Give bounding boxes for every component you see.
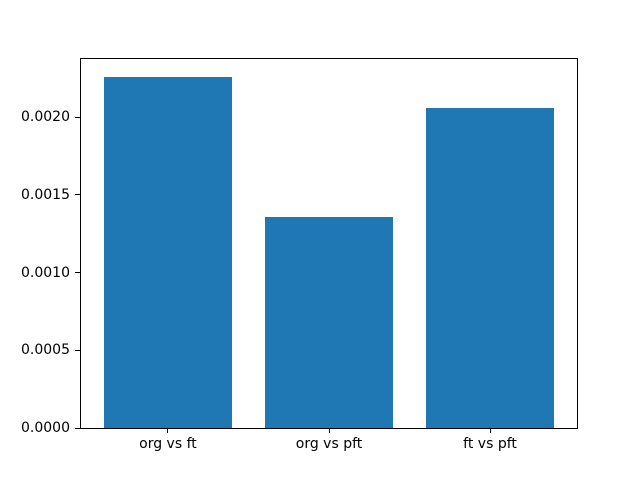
- x-tick-label: org vs pft: [295, 436, 363, 452]
- x-tick-label: ft vs pft: [463, 436, 517, 452]
- y-tick-label: 0.0010: [21, 264, 70, 281]
- y-tick: [75, 194, 80, 196]
- x-tick: [167, 428, 169, 433]
- bar-org-vs-pft: [264, 216, 394, 428]
- plot-area: [80, 58, 578, 429]
- y-tick: [75, 427, 80, 429]
- y-tick: [75, 116, 80, 118]
- y-tick-label: 0.0005: [21, 342, 70, 359]
- y-tick-label: 0.0000: [21, 420, 70, 436]
- y-tick-label: 0.0015: [21, 186, 70, 203]
- y-tick-label: 0.0020: [21, 109, 70, 125]
- x-tick-label: org vs ft: [139, 436, 197, 452]
- bar-ft-vs-pft: [425, 107, 555, 428]
- x-tick: [328, 428, 330, 433]
- x-tick: [489, 428, 491, 433]
- y-tick: [75, 272, 80, 273]
- bar-org-vs-ft: [103, 76, 233, 428]
- y-tick: [75, 349, 80, 351]
